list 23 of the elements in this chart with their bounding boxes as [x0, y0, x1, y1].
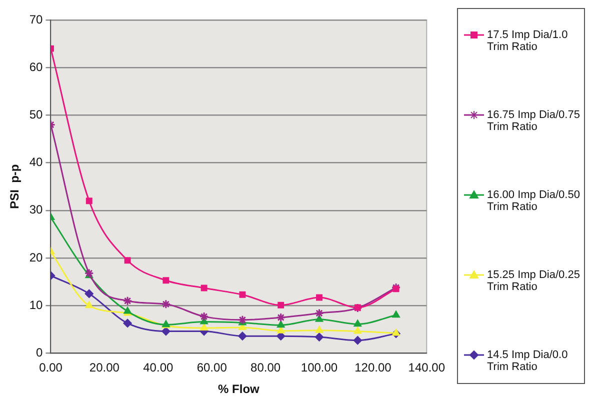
x-tick-label: 140.00 [408, 360, 446, 375]
legend-label: 16.00 Imp Dia/0.50 Trim Ratio [487, 189, 580, 213]
y-tick-label: 70 [29, 12, 44, 26]
y-tick-label: 60 [29, 60, 44, 74]
x-tick-label: 20.00 [89, 360, 120, 375]
x-tick-label: 60.00 [196, 360, 228, 375]
x-tick-label: 100.00 [300, 360, 338, 375]
y-tick-label: 0 [36, 346, 44, 360]
legend-label: 15.25 Imp Dia/0.25 Trim Ratio [487, 269, 580, 293]
legend-label: 16.75 Imp Dia/0.75 Trim Ratio [487, 109, 580, 133]
x-tick-label: 120.00 [354, 360, 392, 375]
x-tick-label: 0.00 [39, 360, 63, 375]
y-tick-label: 40 [29, 155, 44, 170]
y-tick-label: 20 [29, 250, 44, 264]
y-tick-label: 30 [29, 202, 44, 217]
x-tick-label: 40.00 [143, 360, 174, 375]
y-tick-label: 50 [29, 108, 44, 122]
legend-label: 14.5 Imp Dia/0.0 Trim Ratio [487, 349, 569, 373]
x-tick-label: 80.00 [250, 360, 281, 375]
x-axis-title: % Flow [218, 382, 260, 396]
legend-label: 17.5 Imp Dia/1.0 Trim Ratio [487, 29, 569, 53]
y-axis-title: PSI p-p [8, 164, 22, 209]
y-tick-label: 10 [29, 298, 44, 312]
